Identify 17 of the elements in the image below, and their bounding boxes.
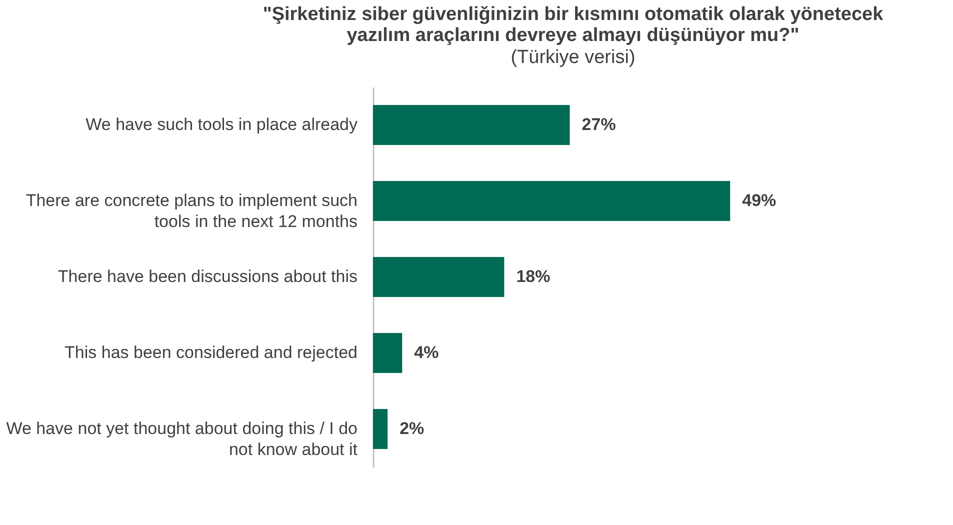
- data-label: 49%: [742, 191, 776, 210]
- data-label: 18%: [516, 267, 550, 286]
- bar: [373, 409, 388, 449]
- bar: [373, 181, 730, 221]
- y-tick-label: We have such tools in place already: [86, 115, 358, 134]
- y-tick-label: We have not yet thought about doing this / I do not know about it: [6, 419, 358, 459]
- data-label: 27%: [582, 115, 616, 134]
- chart-subtitle: (Türkiye verisi): [510, 47, 636, 68]
- data-label: 4%: [414, 343, 439, 362]
- bar: [373, 105, 570, 145]
- chart-title: "Şirketiniz siber güvenliğinizin bir kısmını otomatik olarak yönetecek yazılım araçlarını devreye almayı düşünüyor mu?": [262, 4, 884, 46]
- y-tick-label: There have been discussions about this: [58, 267, 358, 286]
- bar: [373, 333, 402, 373]
- bar: [373, 257, 504, 297]
- y-tick-label: There are concrete plans to implement such tools in the next 12 months: [26, 191, 358, 231]
- y-tick-label: This has been considered and rejected: [64, 343, 358, 362]
- data-label: 2%: [400, 419, 424, 438]
